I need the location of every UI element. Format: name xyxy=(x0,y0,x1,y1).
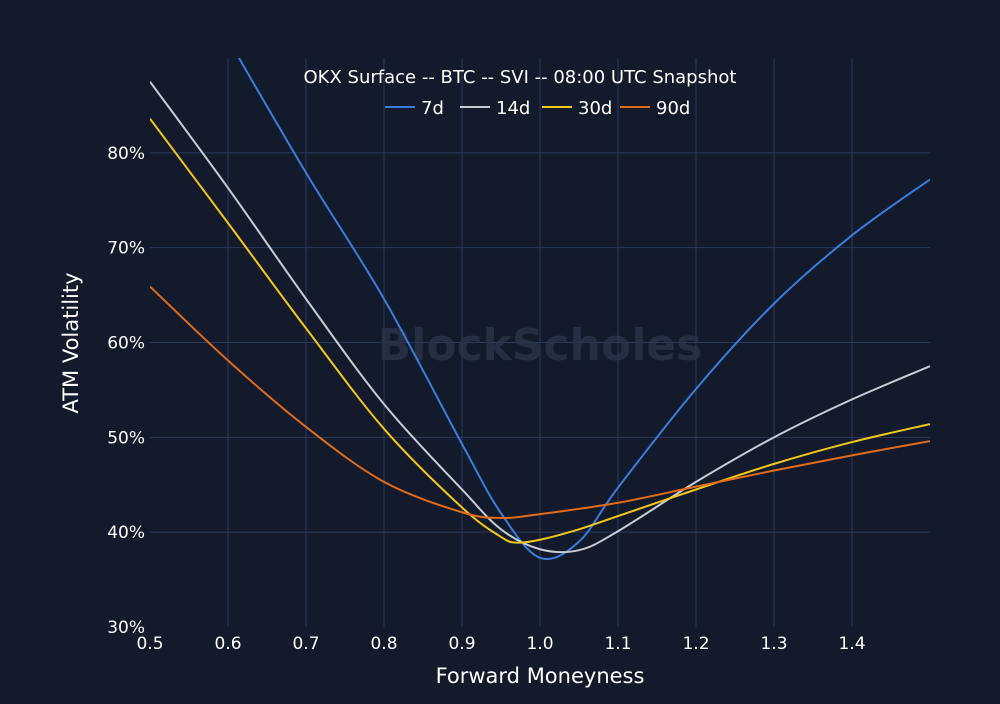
x-tick-label: 1.2 xyxy=(682,634,709,654)
grid xyxy=(150,58,930,627)
x-tick-label: 0.9 xyxy=(448,634,475,654)
chart-title: OKX Surface -- BTC -- SVI -- 08:00 UTC S… xyxy=(304,67,737,88)
legend[interactable]: 7d 14d 30d 90d xyxy=(385,98,690,119)
y-axis-ticks: 30% 40% 50% 60% 70% 80% xyxy=(107,144,145,638)
x-tick-label: 0.7 xyxy=(292,634,319,654)
series-line-7d xyxy=(237,58,930,560)
x-tick-label: 0.5 xyxy=(136,634,163,654)
legend-label: 90d xyxy=(656,98,690,119)
y-tick-label: 60% xyxy=(107,334,145,354)
watermark: BlockScholes xyxy=(378,320,703,371)
x-axis-ticks: 0.5 0.6 0.7 0.8 0.9 1.0 1.1 1.2 1.3 1.4 xyxy=(136,634,865,654)
legend-item-7d[interactable]: 7d xyxy=(385,98,444,119)
legend-label: 30d xyxy=(578,98,612,119)
legend-item-30d[interactable]: 30d xyxy=(542,98,612,119)
y-tick-label: 80% xyxy=(107,144,145,164)
legend-label: 7d xyxy=(421,98,444,119)
x-tick-label: 0.8 xyxy=(370,634,397,654)
y-axis-label: ATM Volatility xyxy=(59,272,83,413)
x-axis-label: Forward Moneyness xyxy=(436,664,645,688)
legend-item-14d[interactable]: 14d xyxy=(460,98,530,119)
x-tick-label: 1.3 xyxy=(760,634,787,654)
x-tick-label: 1.1 xyxy=(604,634,631,654)
x-tick-label: 0.6 xyxy=(214,634,241,654)
series-line-30d xyxy=(150,118,930,544)
legend-item-90d[interactable]: 90d xyxy=(620,98,690,119)
y-tick-label: 30% xyxy=(107,618,145,638)
series-lines xyxy=(150,58,930,560)
x-tick-label: 1.4 xyxy=(838,634,865,654)
x-tick-label: 1.0 xyxy=(526,634,553,654)
y-tick-label: 40% xyxy=(107,523,145,543)
y-tick-label: 50% xyxy=(107,428,145,448)
legend-label: 14d xyxy=(496,98,530,119)
series-line-90d xyxy=(150,285,930,519)
y-tick-label: 70% xyxy=(107,239,145,259)
series-line-14d xyxy=(150,81,930,554)
